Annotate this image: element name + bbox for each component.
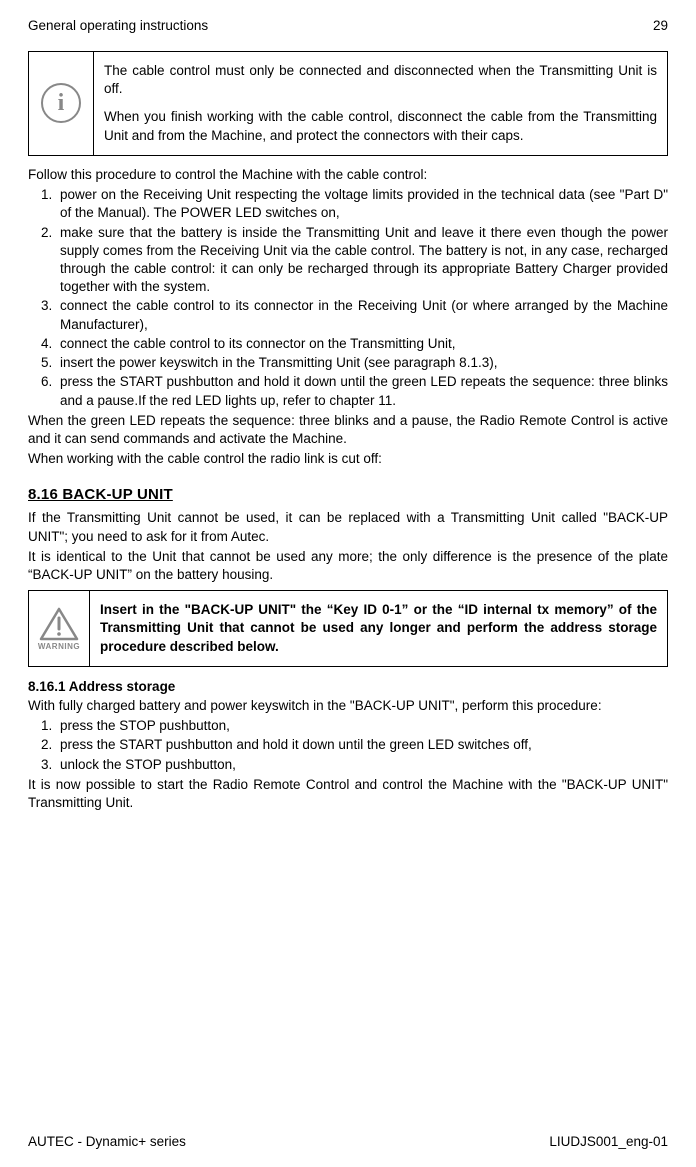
section-816-p2: It is identical to the Unit that cannot … — [28, 548, 668, 584]
warning-icon-cell: WARNING — [29, 591, 90, 667]
section-8161-intro: With fully charged battery and power key… — [28, 697, 668, 715]
info-icon: i — [41, 83, 81, 123]
info-paragraph-2: When you finish working with the cable c… — [104, 108, 657, 144]
warning-label: WARNING — [31, 642, 87, 651]
header-left: General operating instructions — [28, 18, 208, 33]
section-heading-816: 8.16 BACK-UP UNIT — [28, 486, 668, 503]
section-heading-8161: 8.16.1 Address storage — [28, 679, 668, 694]
info-text-cell: The cable control must only be connected… — [94, 52, 668, 156]
list-item: press the START pushbutton and hold it d… — [56, 373, 668, 409]
list-item: press the START pushbutton and hold it d… — [56, 736, 668, 754]
warning-callout: WARNING Insert in the "BACK-UP UNIT" the… — [28, 590, 668, 667]
list-item: connect the cable control to its connect… — [56, 335, 668, 353]
page-footer: AUTEC - Dynamic+ series LIUDJS001_eng-01 — [28, 1134, 668, 1149]
footer-right: LIUDJS001_eng-01 — [549, 1134, 668, 1149]
address-storage-steps: press the STOP pushbutton, press the STA… — [28, 717, 668, 774]
list-item: insert the power keyswitch in the Transm… — [56, 354, 668, 372]
warning-triangle-icon — [39, 607, 79, 641]
list-item: press the STOP pushbutton, — [56, 717, 668, 735]
spacer — [104, 98, 657, 108]
footer-left: AUTEC - Dynamic+ series — [28, 1134, 186, 1149]
page-header: General operating instructions 29 — [28, 18, 668, 33]
procedure-intro: Follow this procedure to control the Mac… — [28, 166, 668, 184]
header-page-number: 29 — [653, 18, 668, 33]
after-steps-p1: When the green LED repeats the sequence:… — [28, 412, 668, 448]
procedure-steps: power on the Receiving Unit respecting t… — [28, 186, 668, 410]
list-item: unlock the STOP pushbutton, — [56, 756, 668, 774]
after-steps-p2: When working with the cable control the … — [28, 450, 668, 468]
info-paragraph-1: The cable control must only be connected… — [104, 62, 657, 98]
list-item: connect the cable control to its connect… — [56, 297, 668, 333]
info-callout: i The cable control must only be connect… — [28, 51, 668, 156]
page: General operating instructions 29 i The … — [0, 0, 696, 1167]
list-item: make sure that the battery is inside the… — [56, 224, 668, 297]
section-8161-outro: It is now possible to start the Radio Re… — [28, 776, 668, 812]
warning-text: Insert in the "BACK-UP UNIT" the “Key ID… — [90, 591, 668, 667]
info-icon-cell: i — [29, 52, 94, 156]
list-item: power on the Receiving Unit respecting t… — [56, 186, 668, 222]
section-816-p1: If the Transmitting Unit cannot be used,… — [28, 509, 668, 545]
